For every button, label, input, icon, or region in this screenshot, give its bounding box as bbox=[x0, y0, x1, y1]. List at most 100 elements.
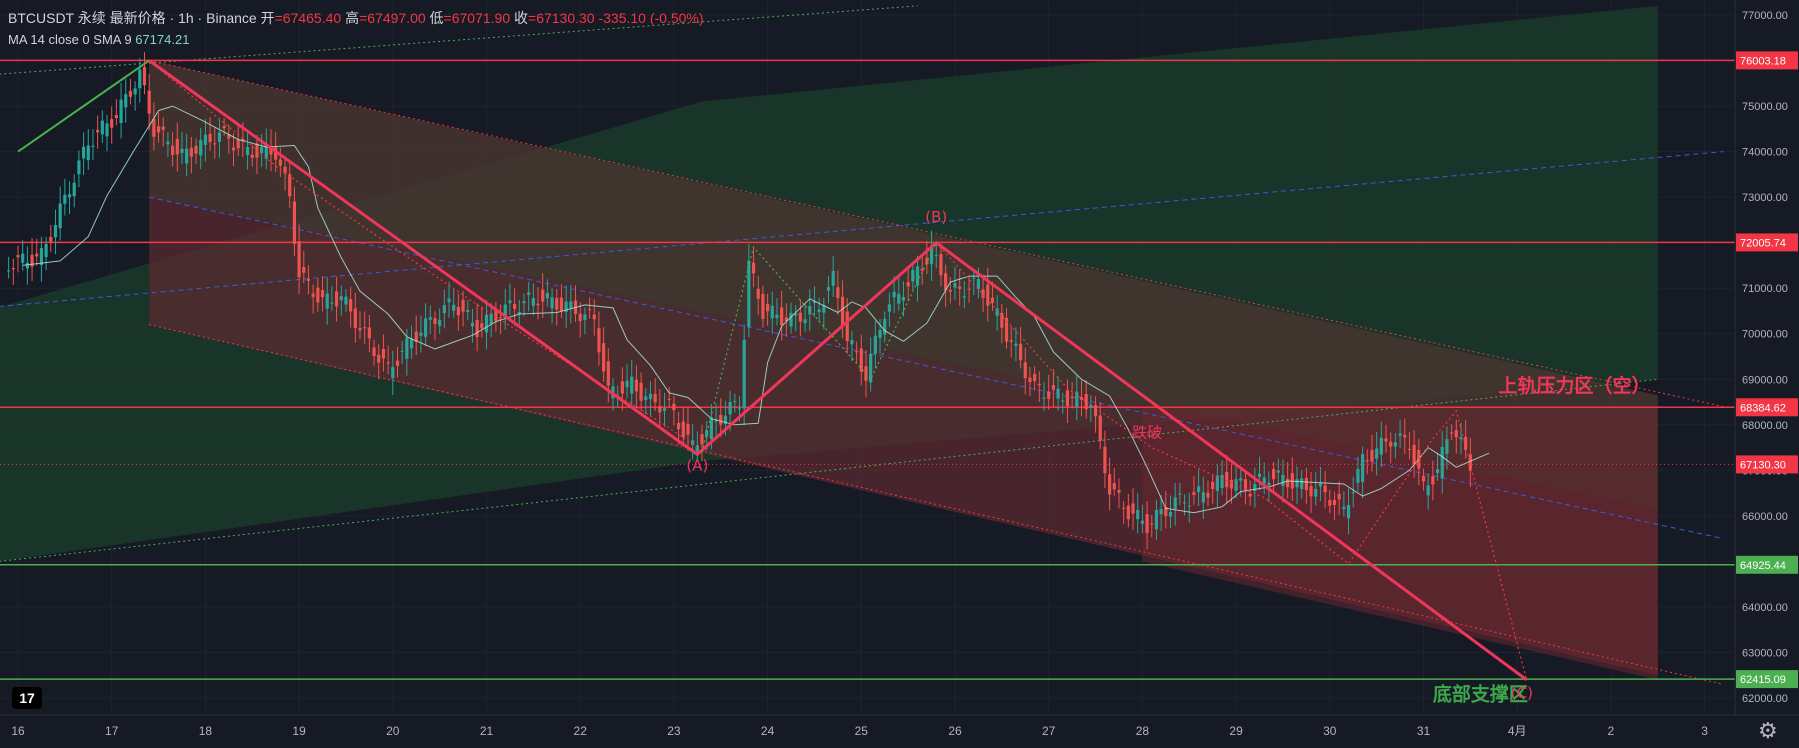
candle-body bbox=[1173, 497, 1177, 509]
gear-icon[interactable]: ⚙ bbox=[1758, 718, 1778, 743]
candle-body bbox=[1426, 485, 1430, 496]
price-level-label: 72005.74 bbox=[1740, 237, 1786, 249]
candle-body bbox=[1178, 493, 1182, 495]
time-tick-label: 23 bbox=[667, 724, 681, 738]
candle-body bbox=[1323, 485, 1327, 493]
candle-body bbox=[1084, 393, 1088, 410]
indicator-legend[interactable]: MA 14 close 0 SMA 9 67174.21 bbox=[8, 32, 189, 47]
candle-body bbox=[1117, 489, 1121, 493]
candle-body bbox=[475, 320, 479, 338]
candle-body bbox=[325, 293, 329, 309]
target-zone bbox=[1142, 406, 1658, 680]
candle-body bbox=[320, 290, 325, 298]
chart-annotation: (B) bbox=[925, 208, 947, 226]
interval[interactable]: 1h bbox=[178, 10, 194, 26]
candle-body bbox=[1239, 478, 1243, 481]
candle-body bbox=[152, 118, 156, 137]
candle-body bbox=[691, 440, 695, 445]
candle-body bbox=[1262, 477, 1266, 484]
candle-body bbox=[1192, 491, 1196, 495]
candle-body bbox=[831, 270, 835, 286]
candle-body bbox=[391, 367, 395, 379]
candle-body bbox=[203, 134, 207, 145]
candle-body bbox=[133, 88, 137, 95]
candle-body bbox=[883, 318, 887, 335]
candle-body bbox=[1168, 512, 1173, 517]
candle-body bbox=[1070, 396, 1074, 398]
candle-body bbox=[630, 376, 634, 394]
candle-body bbox=[306, 278, 311, 281]
candle-body bbox=[7, 270, 11, 272]
candle-body bbox=[1351, 492, 1355, 494]
candle-body bbox=[466, 310, 470, 313]
candle-body bbox=[583, 314, 587, 320]
candle-body bbox=[639, 382, 643, 401]
candle-body bbox=[531, 298, 535, 306]
candle-body bbox=[400, 350, 404, 352]
candle-body bbox=[199, 140, 203, 156]
candle-body bbox=[489, 313, 493, 325]
candle-body bbox=[213, 143, 217, 145]
candle-body bbox=[1248, 493, 1252, 497]
candle-body bbox=[372, 347, 376, 356]
price-level-badge bbox=[1736, 398, 1798, 417]
candle-body bbox=[700, 434, 704, 445]
candle-body bbox=[260, 146, 264, 154]
candle-body bbox=[522, 301, 526, 304]
candle-body bbox=[747, 260, 751, 328]
candle-body bbox=[363, 327, 367, 329]
candle-body bbox=[789, 312, 793, 327]
candle-body bbox=[667, 398, 671, 400]
candle-body bbox=[185, 148, 189, 164]
time-tick-label: 26 bbox=[948, 724, 962, 738]
candle-body bbox=[798, 312, 802, 322]
candle-body bbox=[1140, 520, 1144, 524]
candle-body bbox=[236, 139, 240, 149]
candle-body bbox=[292, 201, 297, 244]
price-tick-label: 75000.00 bbox=[1742, 101, 1788, 113]
price-tick-label: 66000.00 bbox=[1742, 511, 1788, 523]
candle-body bbox=[1042, 397, 1046, 399]
candle-body bbox=[63, 194, 67, 204]
time-tick-label: 31 bbox=[1417, 724, 1431, 738]
candle-body bbox=[1000, 312, 1004, 328]
candle-body bbox=[906, 282, 910, 287]
candle-body bbox=[105, 123, 109, 137]
candle-body bbox=[1004, 317, 1009, 342]
candle-body bbox=[761, 293, 765, 319]
candle-body bbox=[564, 301, 568, 313]
candle-body bbox=[171, 145, 175, 156]
candle-body bbox=[929, 246, 934, 265]
candle-body bbox=[1023, 362, 1027, 379]
candle-body bbox=[503, 304, 507, 318]
candle-body bbox=[283, 166, 287, 174]
candle-body bbox=[1229, 479, 1234, 489]
candle-body bbox=[728, 402, 732, 415]
channel-midline-blue-lower bbox=[149, 196, 1724, 540]
symbol: BTCUSDT bbox=[8, 10, 74, 26]
candle-body bbox=[826, 287, 831, 291]
candle-body bbox=[1037, 383, 1041, 386]
trend-line-green bbox=[17, 59, 150, 153]
candle-body bbox=[555, 297, 559, 310]
candle-body bbox=[658, 406, 662, 413]
price-level-label: 76003.18 bbox=[1740, 55, 1786, 67]
time-tick-label: 22 bbox=[574, 724, 588, 738]
candle-body bbox=[1468, 454, 1472, 471]
candle-body bbox=[517, 312, 521, 314]
candle-body bbox=[1440, 446, 1444, 479]
candle-body bbox=[67, 194, 72, 198]
candle-body bbox=[161, 126, 165, 130]
candle-body bbox=[409, 338, 414, 349]
candle-body bbox=[30, 254, 34, 267]
candle-body bbox=[1093, 405, 1098, 417]
candle-body bbox=[550, 297, 554, 309]
candle-body bbox=[138, 69, 142, 89]
candle-body bbox=[737, 408, 742, 410]
candle-body bbox=[274, 147, 278, 160]
candle-body bbox=[634, 379, 639, 392]
candle-body bbox=[1220, 474, 1224, 489]
change-value: -335.10 (-0.50%) bbox=[598, 10, 704, 26]
candle-body bbox=[349, 299, 353, 312]
